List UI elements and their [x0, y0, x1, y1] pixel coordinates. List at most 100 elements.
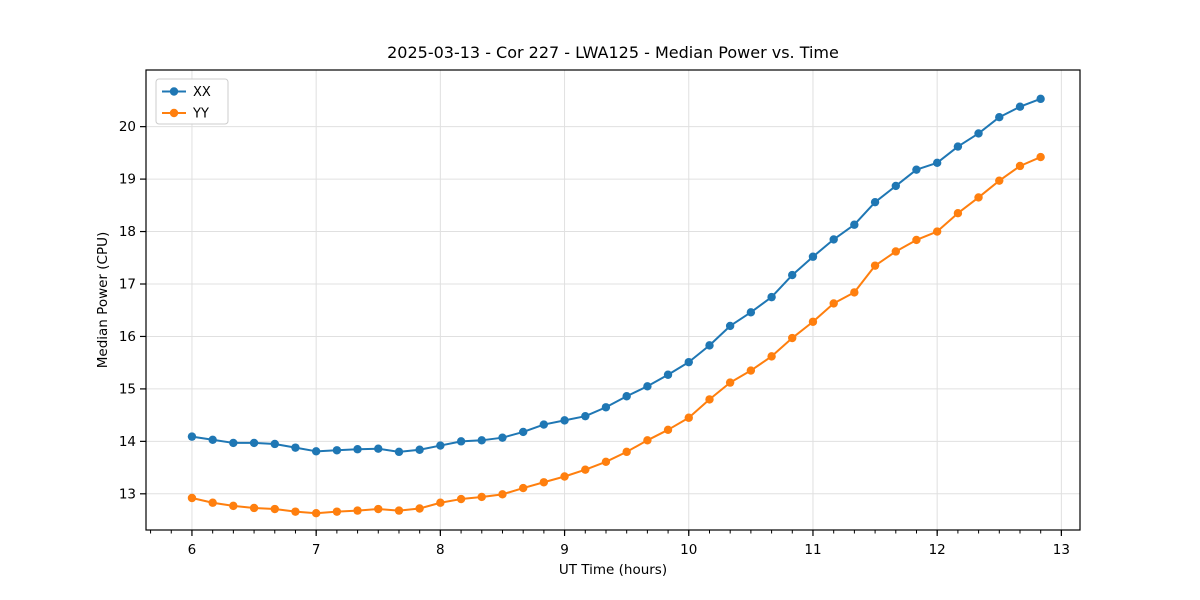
- data-point: [291, 507, 300, 516]
- data-point: [249, 438, 259, 448]
- data-point: [581, 465, 590, 474]
- data-point: [311, 509, 321, 518]
- data-point: [912, 235, 921, 245]
- data-point: [1036, 152, 1045, 162]
- data-point: [229, 501, 238, 511]
- data-point: [705, 341, 714, 350]
- legend: XX YY: [155, 78, 229, 125]
- data-point: [353, 445, 362, 454]
- data-point: [953, 208, 963, 218]
- data-point: [581, 411, 590, 421]
- data-point: [663, 425, 673, 435]
- data-point: [746, 366, 756, 375]
- data-point: [187, 432, 197, 441]
- x-tick-label: 6: [188, 542, 197, 558]
- data-point: [1015, 102, 1025, 111]
- data-point: [850, 220, 859, 229]
- data-point: [995, 113, 1004, 122]
- data-point: [974, 129, 983, 138]
- data-point: [208, 498, 217, 507]
- data-point: [829, 299, 838, 308]
- data-point: [270, 504, 279, 514]
- data-point: [788, 333, 797, 343]
- data-point: [601, 403, 611, 412]
- chart-title: 2025-03-13 - Cor 227 - LWA125 - Median P…: [387, 43, 839, 62]
- data-point: [560, 472, 569, 481]
- plot-border: [145, 69, 1081, 531]
- data-point: [808, 252, 818, 261]
- data-point: [539, 420, 549, 429]
- y-tick-label: 14: [119, 434, 136, 450]
- x-axis-label: UT Time (hours): [559, 562, 667, 578]
- data-point: [560, 416, 569, 425]
- legend-item-xx: XX: [162, 85, 211, 100]
- data-point: [436, 498, 445, 507]
- legend-item-label: XX: [193, 85, 211, 100]
- data-point: [332, 507, 342, 516]
- y-axis: 13 14 15 16 17 18 19 20: [119, 119, 146, 502]
- data-point: [498, 490, 507, 499]
- y-tick-label: 18: [119, 224, 136, 240]
- data-point: [374, 444, 383, 453]
- data-point: [394, 447, 404, 457]
- y-tick-label: 17: [119, 277, 136, 293]
- data-point: [1036, 94, 1045, 104]
- data-point: [891, 181, 901, 191]
- data-point: [187, 493, 197, 503]
- x-tick-label: 9: [560, 542, 569, 558]
- data-point: [415, 504, 424, 513]
- legend-marker-icon: [169, 87, 179, 96]
- data-point: [539, 478, 549, 487]
- data-point: [477, 492, 486, 502]
- data-point: [705, 395, 714, 404]
- x-tick-label: 11: [804, 542, 821, 558]
- data-point: [788, 270, 797, 280]
- data-point: [249, 503, 259, 513]
- x-tick-label: 10: [680, 542, 697, 558]
- data-point: [746, 308, 756, 317]
- data-point: [601, 457, 611, 467]
- x-axis: 6 7 8 9 10 11 12 13: [150, 530, 1070, 558]
- data-point: [808, 317, 818, 326]
- data-point: [684, 357, 693, 367]
- data-point: [394, 506, 404, 515]
- data-point: [932, 227, 942, 236]
- x-tick-label: 7: [312, 542, 321, 558]
- data-point: [995, 176, 1004, 185]
- series-yy: [187, 152, 1045, 518]
- data-point: [498, 433, 507, 442]
- data-point: [291, 443, 300, 452]
- data-point: [953, 142, 963, 151]
- data-point: [663, 370, 673, 379]
- y-axis-label: Median Power (CPU): [95, 232, 111, 368]
- data-point: [767, 292, 776, 302]
- data-point: [415, 445, 424, 454]
- data-point: [870, 261, 880, 270]
- data-point: [870, 197, 880, 207]
- data-point: [519, 483, 528, 493]
- data-point: [456, 437, 466, 446]
- data-point: [229, 438, 238, 448]
- y-tick-label: 20: [119, 119, 136, 135]
- x-tick-label: 13: [1053, 542, 1070, 558]
- data-point: [436, 441, 445, 450]
- legend-item-label: YY: [192, 107, 209, 122]
- series-xx: [187, 94, 1045, 457]
- data-point: [270, 439, 279, 449]
- legend-item-yy: YY: [162, 107, 209, 122]
- data-point: [1015, 161, 1025, 171]
- data-point: [725, 321, 735, 331]
- data-point: [932, 158, 942, 168]
- y-tick-label: 13: [119, 486, 136, 502]
- legend-box: [155, 78, 229, 125]
- data-point: [643, 382, 652, 391]
- data-point: [829, 235, 838, 244]
- data-point: [643, 436, 652, 445]
- series-layer: [187, 94, 1045, 518]
- data-point: [311, 447, 321, 456]
- data-point: [684, 413, 693, 422]
- data-point: [850, 288, 859, 297]
- data-point: [974, 193, 983, 202]
